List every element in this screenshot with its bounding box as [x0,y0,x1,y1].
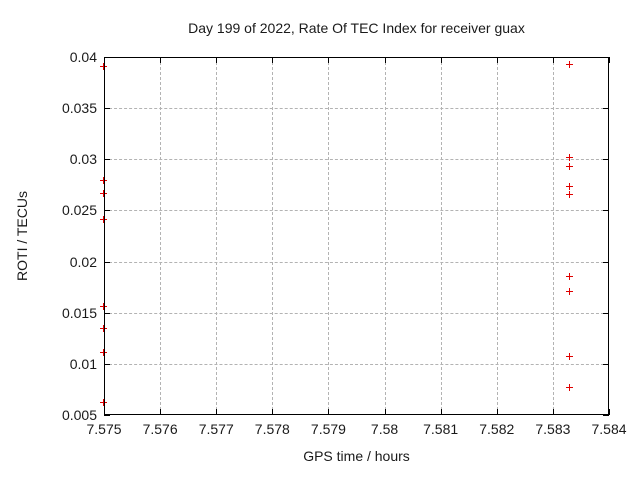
data-point-marker [565,163,573,171]
x-tick-top [160,57,162,63]
x-tick-bottom [104,409,105,415]
y-tick-label: 0.02 [69,253,97,270]
x-tick-label: 7.58 [370,421,399,437]
x-gridline [160,57,162,415]
x-tick-bottom [496,409,498,415]
data-point-marker [565,191,573,199]
y-tick-label: 0.015 [61,304,97,321]
x-tick-label: 7.581 [423,421,459,437]
y-tick-left [104,210,110,212]
data-point-marker [100,215,107,223]
y-tick-right [603,261,609,263]
y-tick-label: 0.025 [61,202,97,219]
x-axis-label: GPS time / hours [303,448,410,464]
x-gridline [384,57,386,415]
x-tick-label: 7.576 [142,421,178,437]
y-tick-right [603,415,609,416]
x-tick-bottom [216,409,218,415]
data-point-marker [100,302,107,310]
y-tick-right [603,210,609,212]
y-tick-left [104,415,110,416]
y-tick-right [603,363,609,365]
x-gridline [328,57,330,415]
y-tick-label: 0.035 [61,100,97,117]
y-gridline [104,108,609,110]
data-point-marker [100,176,107,184]
x-gridline [272,57,274,415]
y-tick-label: 0.01 [69,355,97,372]
y-gridline [104,210,609,212]
y-tick-label: 0.005 [61,407,97,423]
y-tick-right [603,312,609,314]
plot-area [100,57,610,416]
data-point-marker [100,190,107,198]
x-gridline [552,57,554,415]
x-tick-top [496,57,498,63]
data-point-marker [565,154,573,162]
x-tick-top [216,57,218,63]
data-point-marker [565,61,573,69]
data-point-marker [565,272,573,280]
x-tick-bottom [160,409,162,415]
y-tick-left [104,159,110,161]
chart-title: Day 199 of 2022, Rate Of TEC Index for r… [188,20,525,36]
y-gridline [104,312,609,314]
x-tick-bottom [272,409,274,415]
x-tick-label: 7.583 [535,421,571,437]
x-tick-bottom [328,409,330,415]
x-tick-bottom [384,409,386,415]
data-point-marker [565,384,573,392]
x-gridline [440,57,442,415]
x-tick-top [552,57,554,63]
data-point-marker [565,352,573,360]
x-tick-label: 7.575 [86,421,122,437]
x-tick-label: 7.579 [310,421,346,437]
x-gridline [496,57,498,415]
x-tick-top [440,57,442,63]
y-gridline [104,363,609,365]
y-tick-left [104,363,110,365]
data-point-marker [100,348,107,356]
x-gridline [216,57,218,415]
data-point-marker [565,288,573,296]
data-point-marker [100,325,107,333]
y-tick-left [104,261,110,263]
data-point-marker [100,398,107,406]
data-point-marker [100,63,107,71]
x-tick-top [272,57,274,63]
y-tick-label: 0.04 [69,49,97,65]
x-tick-bottom [609,409,610,415]
y-tick-label: 0.03 [69,151,97,168]
data-point-marker [565,182,573,190]
x-tick-label: 7.578 [254,421,290,437]
x-tick-bottom [440,409,442,415]
x-tick-label: 7.582 [479,421,515,437]
y-tick-right [603,108,609,110]
y-gridline [104,159,609,161]
x-tick-label: 7.584 [591,421,627,437]
y-tick-right [603,159,609,161]
x-tick-top [104,57,105,63]
y-tick-left [104,312,110,314]
x-tick-top [609,57,610,63]
x-tick-top [328,57,330,63]
x-tick-label: 7.577 [198,421,234,437]
y-axis-label-container: ROTI / TECUs [12,110,32,362]
y-gridline [104,261,609,263]
y-tick-left [104,108,110,110]
x-tick-top [384,57,386,63]
plot-border [104,57,609,415]
x-tick-bottom [552,409,554,415]
